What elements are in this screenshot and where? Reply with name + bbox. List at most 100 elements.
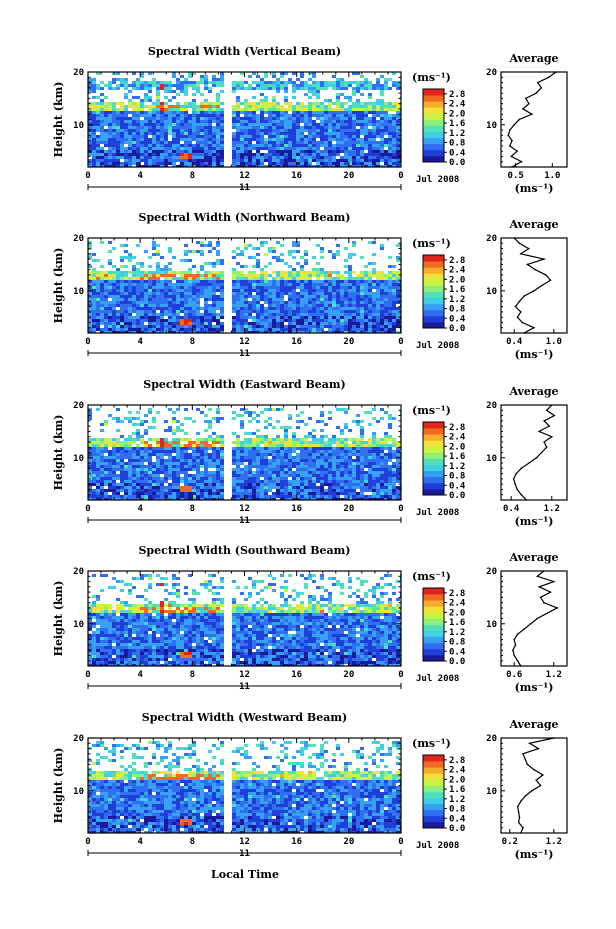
heatmap-cell (236, 162, 240, 165)
heatmap-cell (96, 319, 100, 322)
heatmap-cell (196, 250, 200, 253)
heatmap-cell (236, 456, 240, 459)
heatmap-cell (132, 141, 136, 144)
heatmap-cell (128, 301, 132, 304)
heatmap-cell (192, 295, 196, 298)
heatmap-cell (240, 84, 244, 87)
heatmap-cell (192, 322, 196, 325)
heatmap-cell (120, 420, 124, 423)
heatmap-cell (156, 459, 160, 462)
heatmap-cell (116, 438, 120, 441)
heatmap-cell (92, 322, 96, 325)
heatmap-cell (356, 325, 360, 328)
heatmap-cell (384, 283, 388, 286)
heatmap-cell (188, 132, 192, 135)
heatmap-cell (292, 268, 296, 271)
heatmap-cell (336, 307, 340, 310)
heatmap-cell (144, 141, 148, 144)
heatmap-cell (100, 301, 104, 304)
heatmap-cell (220, 298, 224, 301)
heatmap-cell (132, 265, 136, 268)
heatmap-cell (236, 271, 240, 274)
heatmap-cell (280, 132, 284, 135)
heatmap-cell (268, 81, 272, 84)
heatmap-cell (364, 313, 368, 316)
heatmap-cell (380, 150, 384, 153)
heatmap-cell (204, 135, 208, 138)
heatmap-cell (364, 102, 368, 105)
heatmap-cell (148, 319, 152, 322)
heatmap-cell (104, 316, 108, 319)
heatmap-cell (292, 81, 296, 84)
heatmap-cell (192, 307, 196, 310)
heatmap-cell (196, 289, 200, 292)
heatmap-cell (232, 319, 236, 322)
heatmap-cell (340, 447, 344, 450)
heatmap-cell (276, 331, 280, 333)
heatmap-cell (188, 72, 192, 75)
heatmap-cell (356, 277, 360, 280)
heatmap-cell (280, 123, 284, 126)
heatmap-cell (288, 253, 292, 256)
heatmap-cell (176, 310, 180, 313)
heatmap-cell (376, 105, 380, 108)
heatmap-cell (152, 331, 156, 333)
heatmap-cell (376, 78, 380, 81)
heatmap-cell (260, 280, 264, 283)
heatmap-cell (328, 81, 332, 84)
heatmap-cell (336, 319, 340, 322)
heatmap-cell (112, 310, 116, 313)
heatmap-cell (376, 87, 380, 90)
heatmap-cell (380, 108, 384, 111)
heatmap-cell (112, 289, 116, 292)
heatmap-cell (108, 453, 112, 456)
heatmap-cell (344, 277, 348, 280)
heatmap-cell (220, 304, 224, 307)
heatmap-cell (324, 277, 328, 280)
heatmap-cell (128, 313, 132, 316)
heatmap-cell (104, 153, 108, 156)
heatmap-cell (172, 310, 176, 313)
heatmap-cell (380, 93, 384, 96)
heatmap-cell (344, 102, 348, 105)
heatmap-cell (132, 105, 136, 108)
heatmap-cell (104, 271, 108, 274)
heatmap-cell (180, 159, 184, 162)
heatmap-cell (208, 453, 212, 456)
heatmap-cell (336, 244, 340, 247)
heatmap-cell (236, 102, 240, 105)
heatmap-cell (376, 280, 380, 283)
heatmap-cell (176, 165, 180, 167)
heatmap-cell (164, 156, 168, 159)
heatmap-cell (384, 295, 388, 298)
heatmap-cell (200, 441, 204, 444)
heatmap-cell (368, 444, 372, 447)
heatmap-cell (124, 117, 128, 120)
heatmap-cell (200, 250, 204, 253)
heatmap-cell (244, 147, 248, 150)
heatmap-cell (268, 459, 272, 462)
heatmap-cell (208, 462, 212, 465)
heatmap-cell (296, 331, 300, 333)
heatmap-cell (136, 156, 140, 159)
heatmap-cell (132, 81, 136, 84)
heatmap-cell (356, 108, 360, 111)
heatmap-cell (236, 253, 240, 256)
heatmap-cell (332, 310, 336, 313)
heatmap-cell (392, 153, 396, 156)
heatmap-cell (380, 147, 384, 150)
heatmap-cell (188, 126, 192, 129)
heatmap-cell (264, 253, 268, 256)
heatmap-cell (288, 438, 292, 441)
heatmap-cell (92, 117, 96, 120)
heatmap-cell (380, 99, 384, 102)
heatmap-cell (128, 462, 132, 465)
heatmap-cell (244, 99, 248, 102)
heatmap-cell (388, 307, 392, 310)
heatmap-cell (128, 453, 132, 456)
heatmap-cell (200, 147, 204, 150)
heatmap-cell (352, 135, 356, 138)
heatmap-cell (184, 331, 188, 333)
heatmap-cell (128, 450, 132, 453)
heatmap-cell (184, 280, 188, 283)
